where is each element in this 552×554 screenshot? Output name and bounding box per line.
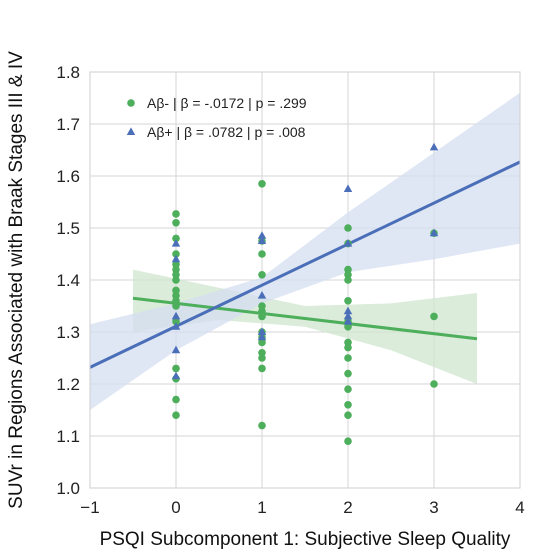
- data-point-abeta-pos: [171, 345, 181, 354]
- data-point-abeta-neg: [172, 250, 180, 258]
- data-point-abeta-neg: [430, 380, 438, 388]
- y-tick-label: 1.1: [56, 427, 80, 446]
- data-point-abeta-pos: [171, 322, 181, 330]
- data-point-abeta-neg: [172, 395, 180, 404]
- data-point-abeta-neg: [258, 302, 266, 310]
- data-point-abeta-neg: [344, 369, 352, 378]
- data-point-abeta-neg: [172, 297, 180, 305]
- y-tick-label: 1.4: [56, 271, 80, 290]
- data-point-abeta-pos: [257, 231, 267, 239]
- legend: Aβ- | β = -.0172 | p = .299 Aβ+ | β = .07…: [126, 95, 307, 140]
- data-point-abeta-pos: [343, 317, 353, 325]
- data-point-abeta-pos: [257, 327, 267, 335]
- x-axis-title: PSQI Subcomponent 1: Subjective Sleep Qu…: [100, 529, 511, 550]
- data-point-abeta-pos: [171, 371, 181, 380]
- x-tick-label: 0: [171, 498, 180, 517]
- data-point-abeta-pos: [171, 311, 181, 320]
- x-tick-label: −1: [80, 498, 99, 517]
- data-point-abeta-neg: [172, 291, 180, 300]
- data-point-abeta-pos: [343, 184, 353, 192]
- legend-marker-1: [126, 127, 136, 135]
- y-tick-labels: 1.0 1.1 1.2 1.3 1.4 1.5 1.6 1.7 1.8: [56, 63, 80, 498]
- data-point-abeta-neg: [258, 364, 266, 373]
- data-point-abeta-neg: [172, 302, 180, 310]
- data-point-abeta-pos: [171, 254, 181, 263]
- legend-label-0: Aβ- | β = -.0172 | p = .299: [147, 95, 307, 111]
- data-point-abeta-neg: [258, 271, 266, 279]
- data-point-abeta-pos: [257, 332, 267, 341]
- y-tick-label: 1.2: [56, 375, 80, 394]
- x-tick-labels: −1 0 1 2 3 4: [80, 498, 524, 517]
- fit-lines: [89, 160, 521, 369]
- data-points: [171, 142, 439, 446]
- data-point-abeta-neg: [344, 354, 352, 362]
- data-point-abeta-neg: [258, 349, 266, 357]
- y-tick-label: 1.7: [56, 115, 80, 134]
- data-point-abeta-neg: [258, 312, 266, 321]
- data-point-abeta-neg: [344, 271, 352, 279]
- legend-marker-0: [127, 99, 135, 107]
- data-point-abeta-neg: [172, 260, 180, 269]
- data-point-abeta-pos: [257, 291, 267, 299]
- x-tick-label: 1: [257, 498, 266, 517]
- data-point-abeta-neg: [258, 421, 266, 430]
- data-point-abeta-neg: [344, 401, 352, 409]
- data-point-abeta-neg: [344, 385, 352, 394]
- data-point-abeta-neg: [344, 411, 352, 420]
- fit-line-0: [132, 296, 478, 341]
- data-point-abeta-neg: [344, 437, 352, 446]
- legend-label-1: Aβ+ | β = .0782 | p = .008: [147, 124, 306, 140]
- data-point-abeta-pos: [171, 239, 181, 247]
- data-point-abeta-pos: [343, 306, 353, 315]
- x-tick-label: 4: [515, 498, 524, 517]
- data-point-abeta-neg: [430, 312, 438, 321]
- data-point-abeta-pos: [429, 228, 439, 237]
- data-point-abeta-neg: [344, 297, 352, 305]
- y-tick-label: 1.8: [56, 63, 80, 82]
- data-point-abeta-neg: [172, 265, 180, 274]
- y-tick-label: 1.5: [56, 219, 80, 238]
- data-point-abeta-neg: [344, 338, 352, 347]
- data-point-abeta-neg: [258, 338, 266, 347]
- data-point-abeta-neg: [172, 219, 180, 227]
- data-point-abeta-neg: [344, 265, 352, 274]
- y-tick-label: 1.0: [56, 479, 80, 498]
- data-point-abeta-neg: [172, 411, 180, 420]
- data-point-abeta-pos: [343, 239, 353, 247]
- data-point-abeta-neg: [172, 234, 180, 243]
- x-tick-label: 3: [429, 498, 438, 517]
- y-axis-title: SUVr in Regions Associated with Braak St…: [6, 51, 27, 509]
- data-point-abeta-neg: [172, 364, 180, 373]
- data-point-abeta-neg: [344, 276, 352, 284]
- data-point-abeta-pos: [257, 236, 267, 244]
- data-point-abeta-neg: [172, 317, 180, 326]
- data-point-abeta-pos: [429, 142, 439, 151]
- confidence-bands: [90, 92, 520, 411]
- data-point-abeta-neg: [344, 343, 352, 352]
- data-point-abeta-neg: [344, 224, 352, 232]
- data-point-abeta-neg: [258, 250, 266, 258]
- data-point-abeta-neg: [172, 276, 180, 284]
- data-point-abeta-pos: [343, 311, 353, 320]
- confidence-band-1: [90, 92, 520, 411]
- data-point-abeta-neg: [258, 307, 266, 316]
- y-tick-label: 1.6: [56, 167, 80, 186]
- data-point-abeta-neg: [258, 354, 266, 362]
- fit-line-1: [89, 160, 521, 369]
- data-point-abeta-neg: [344, 323, 352, 331]
- plot-frame: [89, 71, 521, 489]
- data-point-abeta-neg: [172, 210, 180, 218]
- data-point-abeta-neg: [258, 180, 266, 188]
- data-point-abeta-neg: [172, 286, 180, 295]
- x-tick-label: 2: [343, 498, 352, 517]
- data-point-abeta-neg: [172, 271, 180, 279]
- y-tick-label: 1.3: [56, 323, 80, 342]
